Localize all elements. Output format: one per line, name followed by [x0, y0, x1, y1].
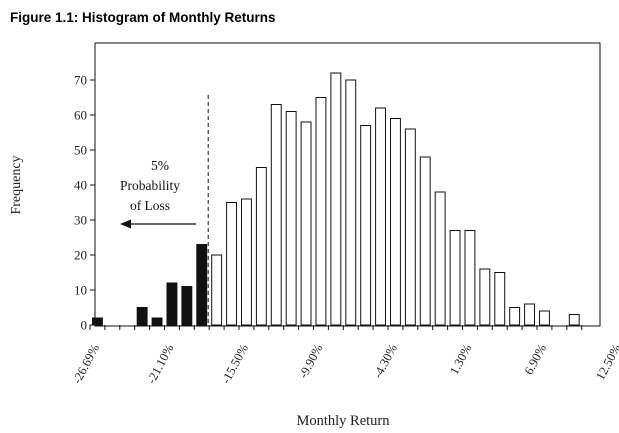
histogram-bars [92, 72, 580, 326]
x-tick-label: -26.69% [70, 342, 102, 386]
return-bar [390, 118, 401, 326]
return-bar [360, 125, 372, 326]
x-tick-label: -15.50% [219, 342, 251, 386]
y-axis: 0 10 20 30 40 50 60 70 [74, 73, 95, 333]
loss-bar [196, 244, 208, 326]
return-bar [345, 79, 357, 326]
figure-title: Figure 1.1: Histogram of Monthly Returns [10, 10, 276, 25]
return-bar [315, 97, 327, 326]
x-tick-label: -21.10% [144, 342, 176, 386]
annotation-arrow-head [120, 219, 131, 229]
loss-bar [151, 317, 163, 326]
x-tick-label: -9.90% [296, 342, 325, 381]
annotation-line-2: Probability [120, 178, 180, 193]
x-tick-label: -4.30% [371, 342, 400, 381]
return-bar [494, 272, 506, 326]
y-tick-label: 70 [74, 73, 87, 88]
return-bar [524, 303, 535, 326]
y-tick-label: 0 [81, 318, 88, 333]
return-bar [568, 314, 580, 326]
x-tick-label: 12.50% [593, 342, 619, 383]
return-bar [226, 202, 238, 326]
return-bar [434, 191, 446, 326]
loss-bar [92, 317, 103, 326]
x-tick-label: 1.30% [447, 342, 475, 377]
return-bar [330, 72, 342, 326]
return-bar [539, 310, 550, 326]
y-tick-label: 30 [74, 213, 87, 228]
return-bar [375, 107, 387, 326]
y-tick-label: 10 [74, 283, 87, 298]
x-axis-label: Monthly Return [296, 413, 390, 429]
return-bar [285, 111, 297, 326]
loss-annotation: 5% Probability of Loss [120, 158, 196, 229]
x-tick-label: 6.90% [522, 342, 550, 377]
return-bar [449, 230, 461, 326]
loss-bar [181, 286, 193, 326]
return-bar [509, 307, 521, 326]
y-tick-label: 50 [74, 143, 87, 158]
y-tick-label: 60 [74, 108, 87, 123]
return-bar [419, 156, 431, 326]
annotation-line-1: 5% [151, 158, 169, 173]
return-bar [404, 128, 416, 326]
return-bar [255, 167, 267, 326]
y-tick-label: 40 [74, 178, 87, 193]
return-bar [270, 104, 282, 326]
return-bar [479, 268, 491, 326]
y-axis-label: Frequency [9, 155, 24, 214]
return-bar [241, 198, 252, 326]
loss-bar [166, 282, 178, 326]
loss-bar [136, 307, 148, 326]
return-bar [300, 121, 312, 326]
x-axis: -26.69% -21.10% -15.50% -9.90% -4.30% 1.30% 6.… [70, 325, 619, 386]
y-tick-label: 20 [74, 248, 87, 263]
annotation-line-3: of Loss [130, 198, 170, 213]
return-bar [464, 230, 476, 326]
return-bar [211, 254, 223, 326]
